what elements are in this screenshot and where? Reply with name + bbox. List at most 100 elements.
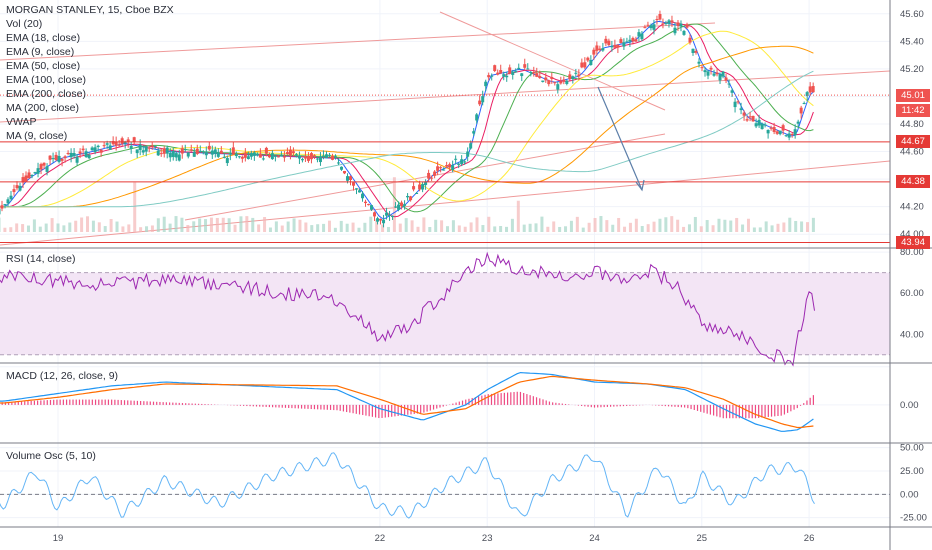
moving-average-line: [0, 45, 814, 208]
symbol-title[interactable]: MORGAN STANLEY, 15, Cboe BZX: [6, 4, 174, 16]
volume-bar: [640, 226, 644, 232]
indicator-ma9[interactable]: MA (9, close): [6, 130, 68, 142]
candle-body: [96, 145, 100, 147]
y-tick-label: 45.20: [900, 64, 924, 75]
volume-bar: [345, 223, 349, 232]
volume-bar: [404, 218, 408, 232]
candle-body: [739, 108, 743, 111]
indicator-ema50[interactable]: EMA (50, close): [6, 60, 81, 72]
y-tick-label: 45.40: [900, 36, 924, 47]
volume-bar: [552, 221, 556, 232]
volume-bar: [623, 226, 627, 232]
volume-bar: [251, 217, 255, 232]
candle-body: [69, 152, 73, 158]
volume-bar: [198, 218, 202, 232]
candle-body: [327, 154, 331, 156]
rsi-legend[interactable]: RSI (14, close): [6, 252, 75, 266]
candle-body: [352, 182, 356, 186]
volume-bar: [475, 217, 479, 232]
volume-bar: [605, 220, 609, 232]
volosc-label: Volume Osc (5, 10): [6, 450, 96, 462]
indicator-vol[interactable]: Vol (20): [6, 18, 43, 30]
rsi-band: [0, 272, 890, 355]
candle-body: [454, 158, 458, 160]
volume-bar: [540, 216, 544, 232]
candle-body: [15, 185, 19, 189]
volume-bar: [634, 218, 638, 232]
candle-body: [388, 214, 392, 216]
candle-body: [538, 76, 542, 79]
y-tick-label: 45.60: [900, 9, 924, 20]
candle-body: [135, 149, 139, 154]
y-tick-label: 0.00: [900, 400, 919, 411]
volosc-legend[interactable]: Volume Osc (5, 10): [6, 449, 96, 463]
volume-bar: [386, 226, 390, 232]
candle-body: [162, 148, 166, 154]
candle-body: [721, 71, 725, 77]
y-tick-label: 60.00: [900, 288, 924, 299]
candle-body: [802, 103, 806, 105]
indicator-ma200[interactable]: MA (200, close): [6, 102, 79, 114]
candle-body: [63, 156, 67, 159]
volume-bar: [109, 219, 113, 232]
candle-body: [676, 22, 680, 26]
volume-bar: [735, 217, 739, 232]
price-tag: 43.94: [896, 235, 930, 249]
trend-line: [0, 70, 891, 123]
candle-body: [330, 155, 334, 160]
volume-bar: [428, 227, 432, 232]
candle-body: [427, 172, 431, 179]
candle-body: [745, 119, 749, 121]
volume-bar: [56, 223, 60, 232]
volume-bar: [186, 224, 190, 232]
candle-body: [276, 156, 280, 158]
candle-body: [391, 215, 395, 218]
candle-body: [658, 14, 662, 20]
volume-bar: [74, 220, 78, 232]
candle-body: [177, 154, 181, 161]
candle-body: [433, 171, 437, 176]
indicator-vwap[interactable]: VWAP: [6, 116, 37, 128]
candle-body: [769, 127, 773, 129]
indicator-ema200[interactable]: EMA (200, close): [6, 88, 86, 100]
volume-bar: [310, 225, 314, 232]
volume-bar: [451, 220, 455, 232]
candle-body: [24, 175, 28, 182]
candle-body: [364, 201, 368, 204]
volume-bar: [139, 227, 143, 232]
volume-bar: [463, 226, 467, 232]
volume-bar: [705, 220, 709, 232]
x-tick-label: 24: [589, 533, 600, 544]
candle-body: [604, 38, 608, 44]
volume-bar: [233, 224, 237, 232]
candle-body: [90, 147, 94, 151]
price-tag: 45.01: [896, 88, 930, 102]
volume-bar: [658, 218, 662, 232]
candle-body: [445, 165, 449, 167]
volume-bar: [351, 222, 355, 232]
candle-body: [361, 193, 365, 199]
candle-body: [628, 39, 632, 42]
volume-bar: [676, 219, 680, 232]
y-tick-label: 0.00: [900, 489, 919, 500]
volume-bar: [564, 226, 568, 232]
candle-body: [424, 181, 428, 185]
candle-body: [463, 161, 467, 163]
volume-bar: [741, 224, 745, 232]
volume-bar: [150, 225, 154, 232]
volume-bar: [298, 219, 302, 232]
indicator-ema100[interactable]: EMA (100, close): [6, 74, 86, 86]
indicator-ema18[interactable]: EMA (18, close): [6, 32, 81, 44]
candle-body: [607, 40, 611, 46]
macd-legend[interactable]: MACD (12, 26, close, 9): [6, 369, 118, 383]
candle-body: [547, 80, 551, 85]
indicator-ema9[interactable]: EMA (9, close): [6, 46, 75, 58]
candle-body: [87, 154, 91, 159]
volume-bar: [274, 221, 278, 232]
candle-body: [171, 151, 175, 157]
volume-bar: [575, 216, 579, 232]
trend-line: [0, 22, 716, 61]
volume-bar: [617, 217, 621, 232]
candle-body: [72, 152, 76, 157]
